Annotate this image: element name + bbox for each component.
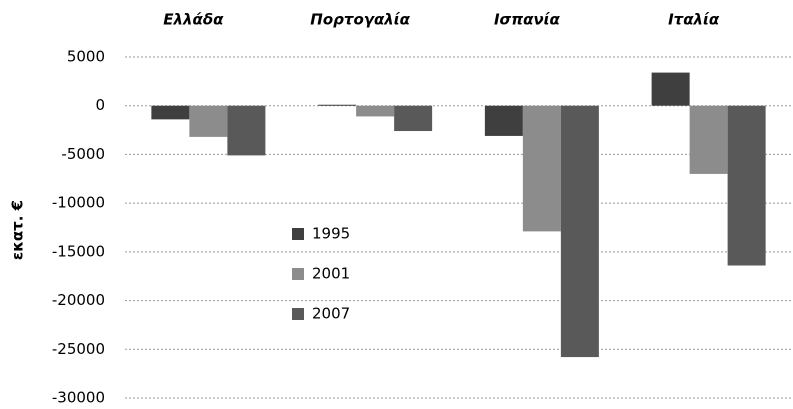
bar bbox=[318, 104, 357, 106]
legend-swatch bbox=[292, 308, 304, 320]
y-tick-label: -20000 bbox=[52, 291, 105, 309]
legend-swatch bbox=[292, 268, 304, 280]
y-tick-label: 0 bbox=[95, 96, 105, 114]
x-category-label: Ελλάδα bbox=[163, 11, 224, 29]
y-tick-label: -15000 bbox=[52, 242, 105, 260]
bar bbox=[651, 72, 690, 106]
bar bbox=[689, 105, 728, 174]
bar bbox=[560, 105, 599, 358]
bar bbox=[484, 105, 523, 136]
x-category-label: Ιταλία bbox=[668, 11, 720, 29]
legend-swatch bbox=[292, 228, 304, 240]
legend-label: 2001 bbox=[312, 265, 350, 283]
bar bbox=[727, 105, 766, 266]
y-tick-label: -30000 bbox=[52, 389, 105, 407]
y-tick-label: -10000 bbox=[52, 194, 105, 212]
bar bbox=[522, 105, 561, 232]
legend-label: 2007 bbox=[312, 305, 350, 323]
bar bbox=[227, 105, 266, 156]
y-tick-label: 5000 bbox=[67, 48, 105, 66]
y-tick-label: -25000 bbox=[52, 340, 105, 358]
bar bbox=[151, 105, 190, 120]
x-category-label: Ισπανία bbox=[494, 11, 560, 29]
bar bbox=[394, 105, 433, 132]
y-tick-label: -5000 bbox=[61, 145, 105, 163]
y-axis-label: εκατ. € bbox=[9, 200, 27, 260]
x-category-label: Πορτογαλία bbox=[310, 11, 410, 29]
bar bbox=[356, 105, 395, 117]
legend-label: 1995 bbox=[312, 225, 350, 243]
bar bbox=[189, 105, 228, 137]
